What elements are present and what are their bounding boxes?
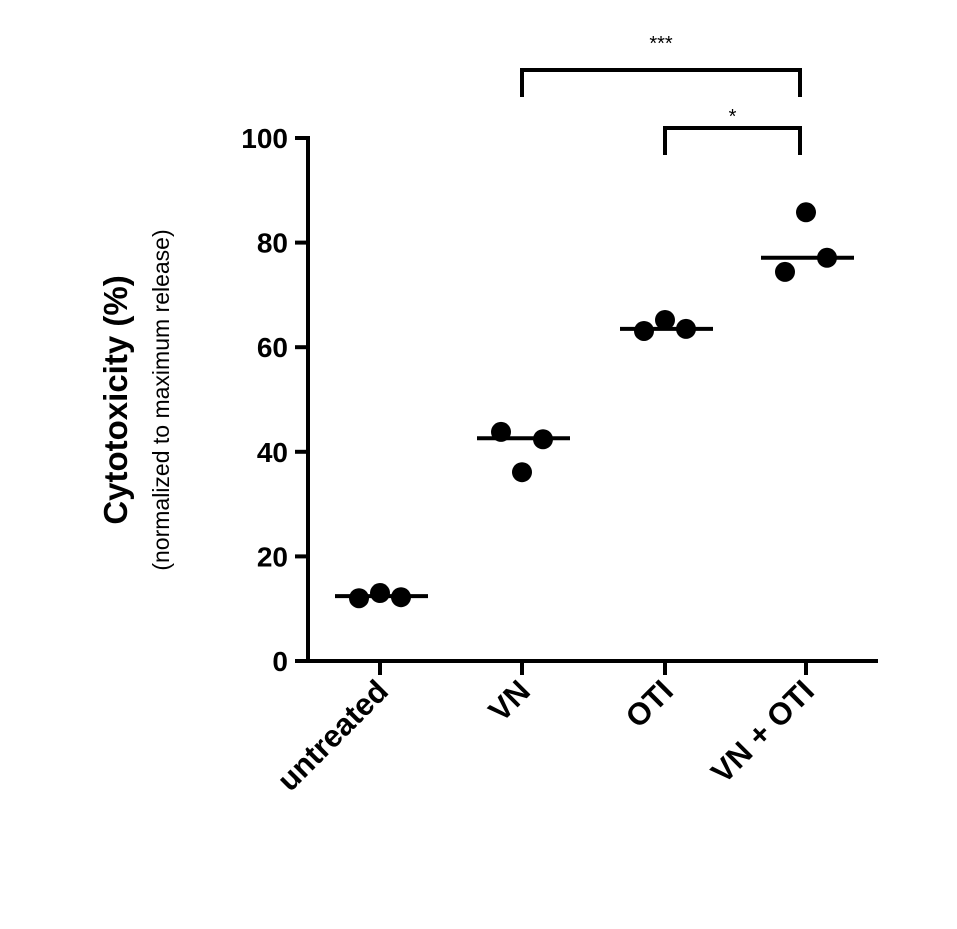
y-tick-label: 80 [257,228,288,259]
data-point [491,421,511,442]
y-tick-label: 40 [257,437,288,468]
axes: 0 20 40 60 80 100 untreated VN OTI VN + OTI [241,123,878,798]
data-point [634,320,654,341]
significance-label: * [729,106,737,128]
x-tick-label: untreated [270,673,395,798]
data-point [512,462,532,483]
x-tick-label: VN + OTI [704,673,821,790]
y-tick-label: 0 [272,646,288,677]
x-tick-label: VN [482,673,537,728]
y-tick-label: 100 [241,123,288,154]
y-tick-label: 20 [257,541,288,572]
data-point [796,202,816,223]
significance-brackets: **** [520,33,802,155]
data-point [676,318,696,339]
x-tick-label: OTI [619,673,680,734]
significance-label: *** [649,33,673,55]
data-point [655,310,675,331]
data-point [349,588,369,609]
y-axis-subtitle: (normalized to maximum release) [148,229,174,570]
data-point [775,261,795,282]
data-marks [335,202,854,609]
data-point [370,583,390,604]
significance-bracket [520,68,802,97]
data-point [533,429,553,450]
y-tick-label: 60 [257,332,288,363]
y-axis-title: Cytotoxicity (%) [97,275,134,524]
data-point [391,587,411,608]
data-point [817,247,837,268]
significance-bracket [663,126,802,155]
